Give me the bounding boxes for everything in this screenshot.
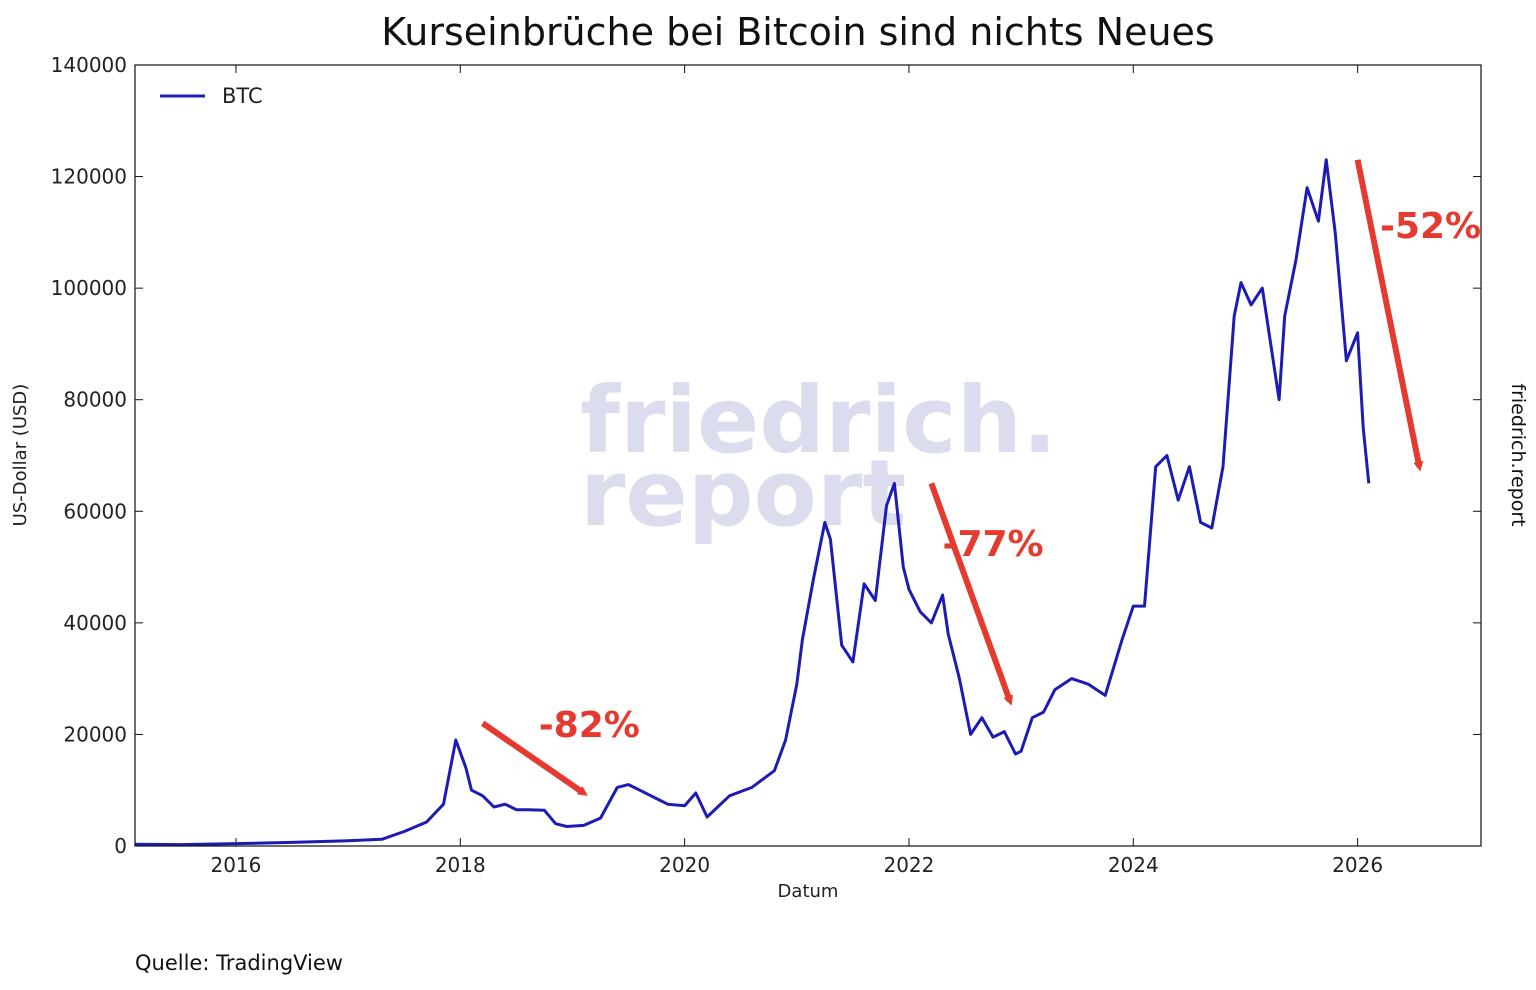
source-note: Quelle: TradingView xyxy=(135,951,343,975)
watermark-line-2: report xyxy=(580,440,906,547)
y-tick-label: 20000 xyxy=(63,722,127,746)
y-axis-label: US-Dollar (USD) xyxy=(10,384,31,527)
x-tick-label: 2016 xyxy=(210,853,261,877)
x-axis-label: Datum xyxy=(778,881,839,902)
drawdown-label: -77% xyxy=(943,524,1044,565)
chart-title: Kurseinbrüche bei Bitcoin sind nichts Ne… xyxy=(381,10,1214,54)
y-tick-label: 100000 xyxy=(51,276,127,300)
drawdown-label: -82% xyxy=(539,705,640,746)
y-axis: 0 20000 40000 60000 80000 100000 120000 140000 xyxy=(51,53,1481,858)
drawdown-arrow xyxy=(1354,159,1424,472)
y-tick-label: 40000 xyxy=(63,611,127,635)
drawdown-arrow xyxy=(481,720,588,796)
y-tick-label: 80000 xyxy=(63,388,127,412)
x-tick-label: 2022 xyxy=(883,853,934,877)
x-tick-label: 2024 xyxy=(1108,853,1159,877)
btc-series-line xyxy=(134,158,1371,847)
watermark-line-1: friedrich. xyxy=(580,367,1057,474)
drawdown-arrow xyxy=(928,482,1013,706)
x-tick-label: 2020 xyxy=(659,853,710,877)
drawdown-annotations: -82% -77% -52% xyxy=(481,159,1481,796)
side-watermark-text: friedrich.report xyxy=(1507,383,1529,526)
drawdown-label: -52% xyxy=(1380,206,1481,247)
y-tick-label: 140000 xyxy=(51,53,127,77)
plot-frame xyxy=(134,64,1482,847)
watermark: friedrich. report xyxy=(580,367,1057,547)
y-tick-label: 60000 xyxy=(63,499,127,523)
x-tick-label: 2018 xyxy=(435,853,486,877)
y-tick-label: 0 xyxy=(114,834,127,858)
y-tick-label: 120000 xyxy=(51,165,127,189)
x-axis: 2016 2018 2020 2022 2024 2026 xyxy=(210,65,1383,877)
x-tick-label: 2026 xyxy=(1332,853,1383,877)
legend-label-btc: BTC xyxy=(222,84,263,108)
legend: BTC xyxy=(160,84,263,108)
